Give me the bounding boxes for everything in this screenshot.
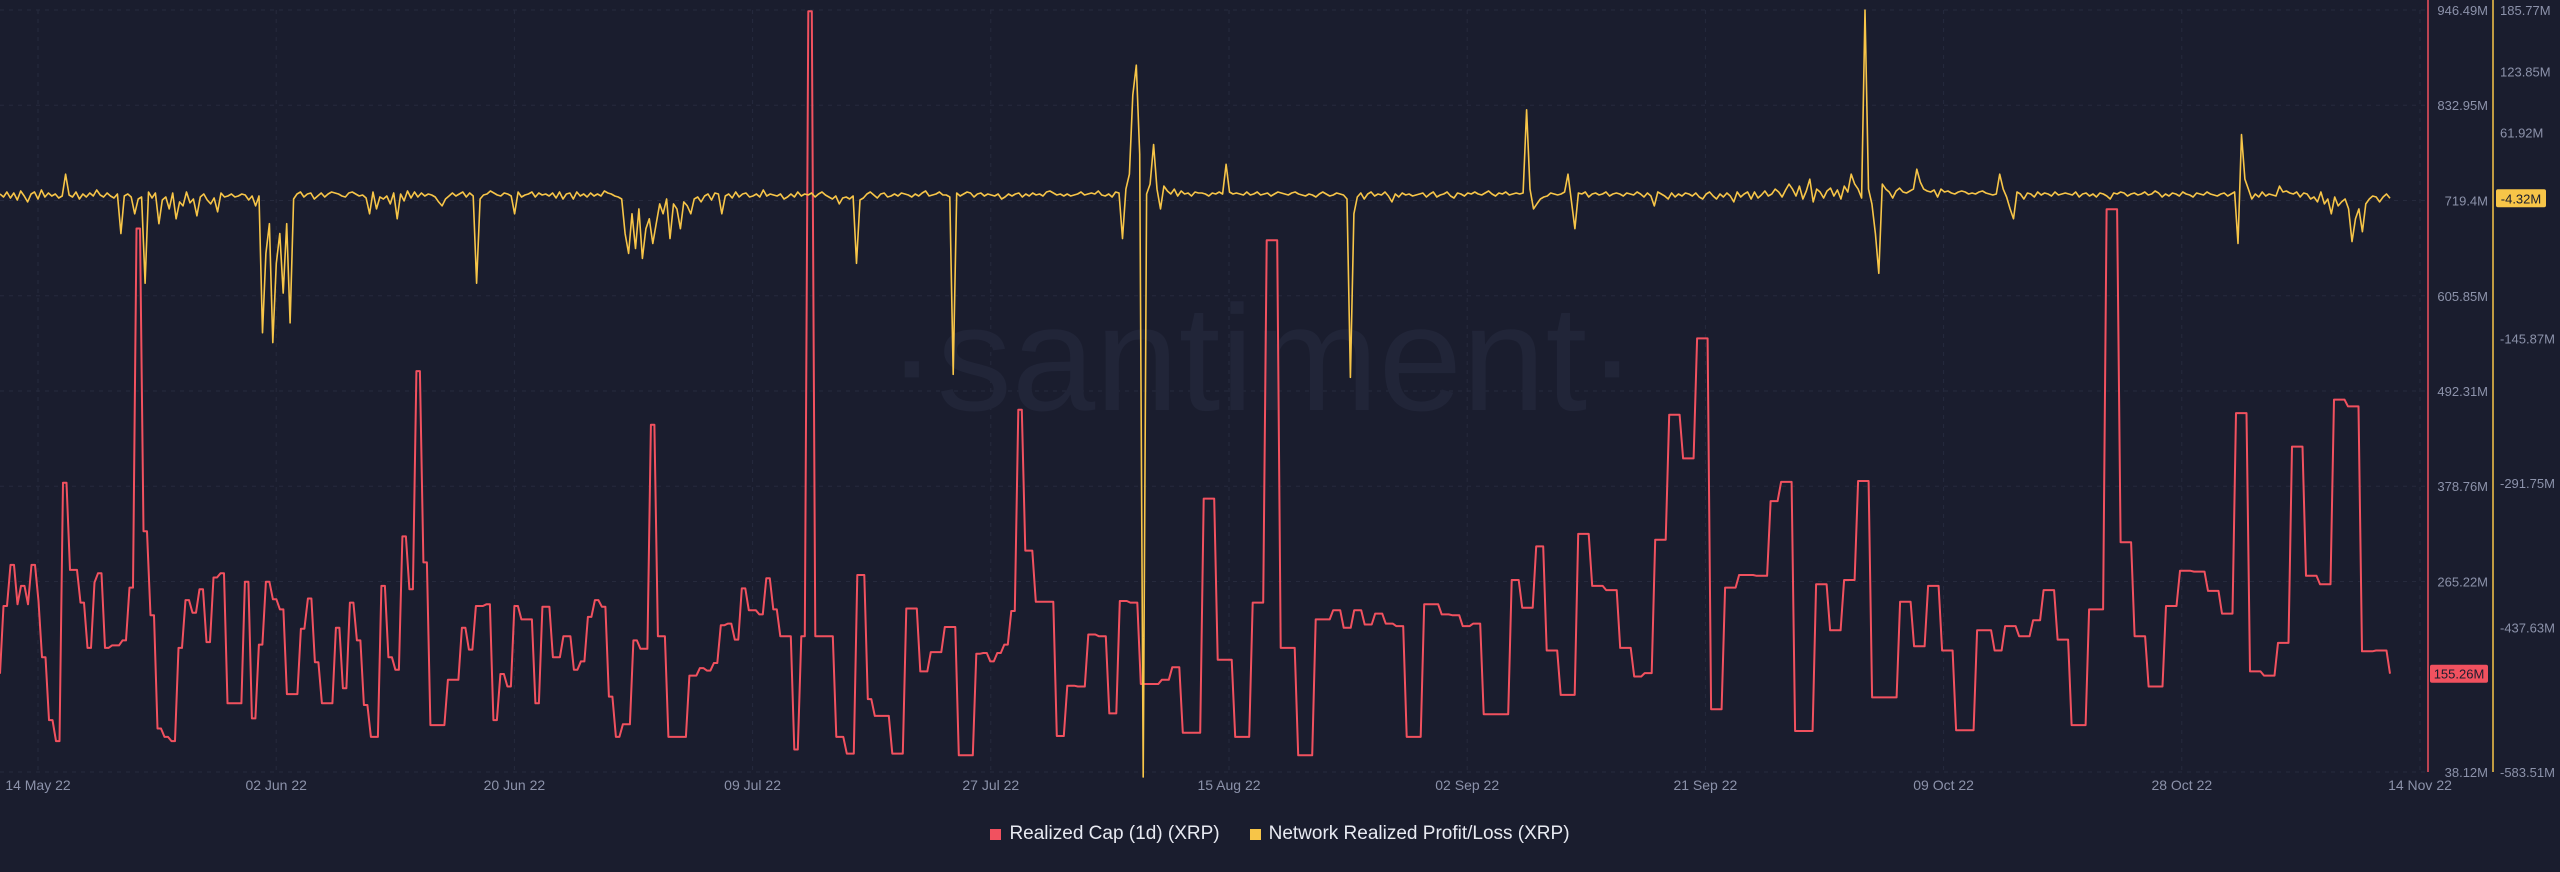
y-tick-label-realized-cap: 719.4M [2445,193,2488,208]
x-tick-label: 02 Jun 22 [245,777,307,793]
x-tick-label: 21 Sep 22 [1673,777,1737,793]
watermark: ·santiment· [887,274,1637,442]
x-tick-label: 09 Oct 22 [1913,777,1974,793]
legend-item-network-pnl[interactable]: Network Realized Profit/Loss (XRP) [1249,823,1570,845]
last-value-badge-network-pnl [2496,189,2546,208]
y-tick-label-realized-cap: 492.31M [2437,384,2488,399]
x-tick-label: 28 Oct 22 [2151,777,2212,793]
x-tick-label: 14 Nov 22 [2388,777,2452,793]
x-tick-label: 20 Jun 22 [484,777,546,793]
y-tick-label-network-pnl: -291.75M [2500,476,2555,491]
series-layer [0,9,2391,778]
last-value-label-realized-cap: 155.26M [2434,667,2485,682]
legend-label-realized-cap: Realized Cap (1d) (XRP) [1009,823,1220,844]
y-tick-label-network-pnl: -145.87M [2500,332,2555,347]
y-tick-label-network-pnl: 123.85M [2500,64,2551,79]
x-tick-label: 09 Jul 22 [724,777,781,793]
x-tick-label: 14 May 22 [5,777,71,793]
axes: 14 May 22 02 Jun 22 20 Jun 22 09 Jul 22 27 J… [5,0,2555,793]
legend-swatch-realized-cap [990,828,1002,840]
y-tick-label-realized-cap: 265.22M [2437,574,2488,589]
series-line-realized-cap [0,10,2391,757]
y-tick-label-realized-cap: 38.12M [2445,765,2488,780]
legend-swatch-network-pnl [1249,828,1261,840]
y-tick-label-realized-cap: 946.49M [2437,3,2488,18]
y-tick-label-network-pnl: 61.92M [2500,126,2543,141]
y-tick-label-realized-cap: 605.85M [2437,289,2488,304]
x-tick-label: 15 Aug 22 [1197,777,1260,793]
series-line-network-pnl [0,9,2391,778]
legend: Realized Cap (1d) (XRP) Network Realized… [0,820,2560,848]
legend-item-realized-cap[interactable]: Realized Cap (1d) (XRP) [990,823,1220,845]
y-tick-label-network-pnl: -583.51M [2500,765,2555,780]
y-tick-label-network-pnl: -437.63M [2500,621,2555,636]
legend-label-network-pnl: Network Realized Profit/Loss (XRP) [1268,823,1570,844]
y-tick-label-realized-cap: 832.95M [2437,98,2488,113]
x-tick-label: 02 Sep 22 [1435,777,1499,793]
x-tick-label: 27 Jul 22 [962,777,1019,793]
grid [0,9,2425,773]
y-tick-label-network-pnl: 185.77M [2500,3,2551,18]
last-value-label-network-pnl: -4.32M [2501,191,2541,206]
y-tick-label-realized-cap: 378.76M [2437,479,2488,494]
last-value-badge-realized-cap [2430,664,2488,683]
